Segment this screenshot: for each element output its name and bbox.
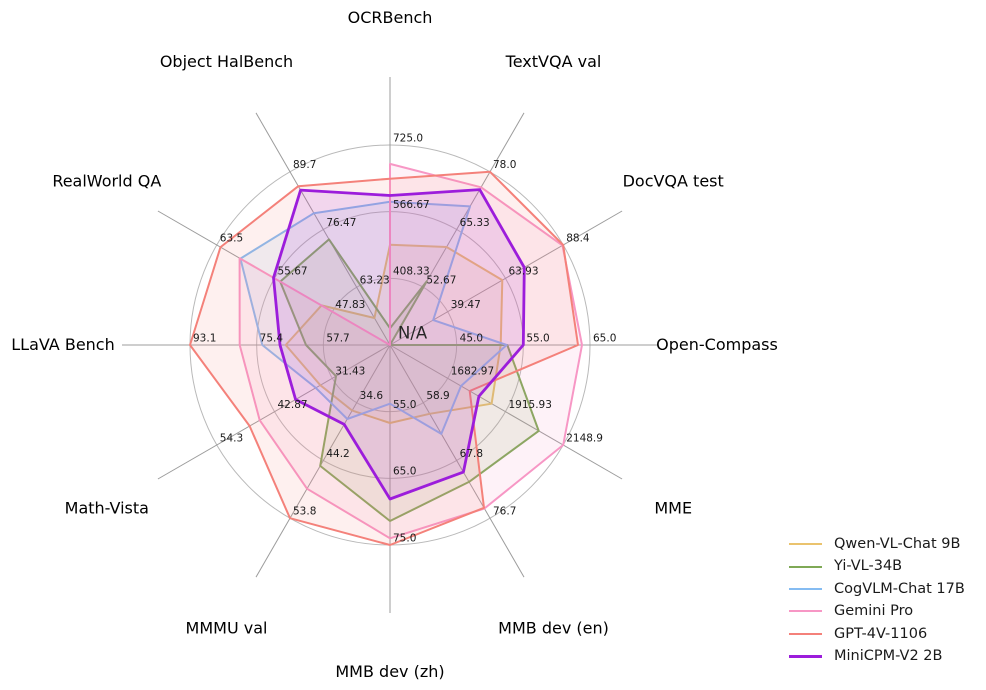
tick-label: 39.47 [451,299,481,311]
tick-label: 34.6 [360,390,384,402]
legend-label: Qwen-VL-Chat 9B [834,535,961,552]
tick-label: 55.0 [393,399,416,411]
tick-label: 88.4 [566,232,590,244]
axis-spoke [255,344,391,578]
legend-item: Yi-VL-34B [789,555,965,577]
legend-swatch [789,543,822,546]
axis-spoke [389,344,623,480]
tick-label: 65.0 [393,466,416,478]
axis-title: OCRBench [348,8,433,27]
tick-label: 408.33 [393,266,430,278]
tick-label: 67.8 [460,448,483,460]
legend-label: GPT-4V-1106 [834,625,928,642]
tick-label: 44.2 [326,448,349,460]
axis-title: DocVQA test [623,172,724,191]
axis-title: Math-Vista [65,499,149,518]
axis-title: MMMU val [186,618,268,637]
tick-label: 45.0 [460,332,483,344]
tick-label: 65.33 [460,217,490,229]
legend-item: Qwen-VL-Chat 9B [789,533,965,555]
legend-swatch [789,610,822,613]
tick-label: 75.0 [393,532,416,544]
tick-label: 76.47 [326,217,356,229]
tick-label: 57.7 [326,332,349,344]
axis-title: MMB dev (zh) [335,662,444,681]
legend-swatch [789,587,822,590]
axis-title: Open-Compass [656,335,778,354]
axis-title: MME [654,499,692,518]
series-polygon-minicpm-v2-2b [272,188,526,501]
tick-label: 1915.93 [508,399,551,411]
tick-label: 65.0 [593,332,616,344]
tick-label: 89.7 [293,159,316,171]
legend-swatch [789,565,822,568]
tick-label: 54.3 [220,432,243,444]
legend-item: GPT-4V-1106 [789,623,965,645]
legend: Qwen-VL-Chat 9B Yi-VL-34B CogVLM-Chat 17B G… [789,533,965,667]
legend-item: Gemini Pro [789,600,965,622]
legend-swatch [789,654,822,658]
axis-title: Object HalBench [160,52,293,71]
legend-swatch [789,632,822,635]
tick-label: 725.0 [393,132,423,144]
legend-label: Yi-VL-34B [834,558,903,575]
tick-label: 55.67 [278,266,308,278]
legend-item: MiniCPM-V2 2B [789,645,965,667]
tick-label: 1682.97 [451,366,494,378]
tick-label: 55.0 [526,332,549,344]
legend-label: CogVLM-Chat 17B [834,580,965,597]
tick-label: 63.23 [360,275,390,287]
tick-label: 76.7 [493,506,516,518]
axis-title: RealWorld QA [52,172,161,191]
axis-spoke [157,344,391,480]
axis-title: LLaVA Bench [11,335,114,354]
axis-title: MMB dev (en) [498,618,609,637]
tick-label: 566.67 [393,199,430,211]
tick-label: 75.4 [260,332,284,344]
axis-title: TextVQA val [505,52,602,71]
axis-spoke [389,344,525,578]
tick-label: 78.0 [493,159,516,171]
tick-label: 58.9 [426,390,449,402]
tick-label: 53.8 [293,506,316,518]
legend-item: CogVLM-Chat 17B [789,578,965,600]
tick-label: 93.1 [193,332,216,344]
tick-label: 42.87 [278,399,308,411]
center-na-label: N/A [398,323,428,342]
series-polygon-gpt-4v-1106 [189,170,579,546]
tick-label: 63.5 [220,232,243,244]
legend-label: MiniCPM-V2 2B [834,647,943,664]
axis-spoke [255,112,391,346]
legend-label: Gemini Pro [834,603,914,620]
tick-label: 63.93 [508,266,538,278]
tick-label: 31.43 [335,366,365,378]
axis-spoke [389,210,623,346]
tick-label: 52.67 [426,275,456,287]
tick-label: 2148.9 [566,432,603,444]
tick-label: 47.83 [335,299,365,311]
